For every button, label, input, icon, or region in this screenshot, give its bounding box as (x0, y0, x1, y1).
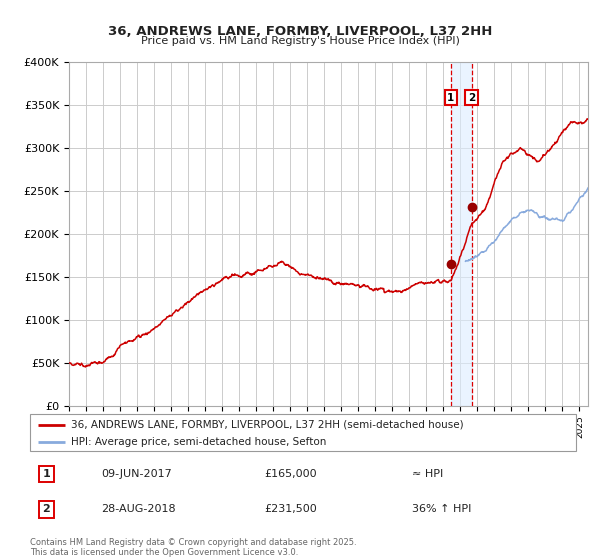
Text: 2: 2 (468, 93, 475, 103)
Text: ≈ HPI: ≈ HPI (412, 469, 443, 479)
Text: £165,000: £165,000 (265, 469, 317, 479)
Text: Contains HM Land Registry data © Crown copyright and database right 2025.
This d: Contains HM Land Registry data © Crown c… (30, 538, 356, 557)
Text: 28-AUG-2018: 28-AUG-2018 (101, 505, 176, 515)
Text: 1: 1 (43, 469, 50, 479)
Text: 1: 1 (447, 93, 454, 103)
Text: Price paid vs. HM Land Registry's House Price Index (HPI): Price paid vs. HM Land Registry's House … (140, 36, 460, 46)
Text: 09-JUN-2017: 09-JUN-2017 (101, 469, 172, 479)
Text: 2: 2 (43, 505, 50, 515)
Text: 36% ↑ HPI: 36% ↑ HPI (412, 505, 472, 515)
Text: HPI: Average price, semi-detached house, Sefton: HPI: Average price, semi-detached house,… (71, 437, 326, 447)
Text: 36, ANDREWS LANE, FORMBY, LIVERPOOL, L37 2HH: 36, ANDREWS LANE, FORMBY, LIVERPOOL, L37… (108, 25, 492, 38)
Text: £231,500: £231,500 (265, 505, 317, 515)
Text: 36, ANDREWS LANE, FORMBY, LIVERPOOL, L37 2HH (semi-detached house): 36, ANDREWS LANE, FORMBY, LIVERPOOL, L37… (71, 419, 464, 430)
FancyBboxPatch shape (30, 414, 576, 451)
Bar (451, 62, 472, 406)
